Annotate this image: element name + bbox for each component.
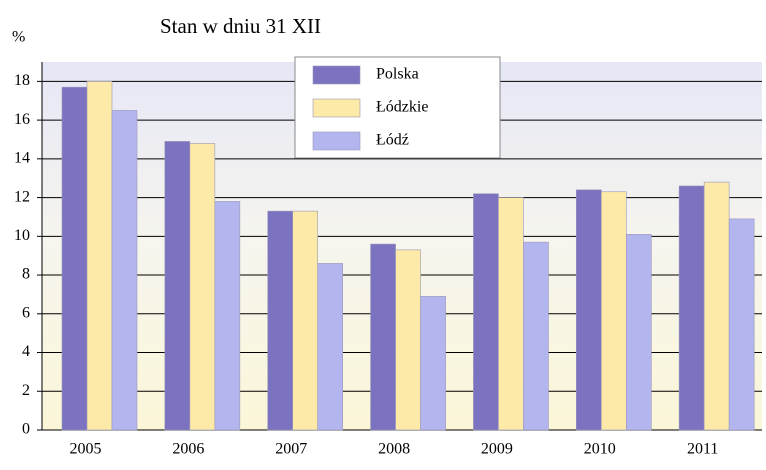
y-tick-label: 16	[14, 111, 30, 128]
bar	[523, 241, 549, 431]
y-tick-label: 14	[14, 150, 30, 167]
legend-label: Łódzkie	[376, 99, 428, 116]
bar	[317, 263, 344, 431]
bar	[292, 210, 319, 431]
chart-title: Stan w dniu 31 XII	[160, 14, 321, 38]
x-tick-label: 2011	[687, 441, 718, 458]
bar	[625, 234, 652, 431]
bar	[728, 218, 755, 431]
bar	[473, 193, 499, 431]
y-tick-label: 0	[22, 421, 30, 438]
bar	[498, 197, 524, 431]
y-tick-label: 18	[14, 72, 30, 89]
legend-label: Łódź	[376, 132, 409, 149]
legend-swatch	[312, 65, 361, 85]
y-tick-label: 2	[22, 382, 30, 399]
bar	[164, 141, 191, 431]
bar	[575, 189, 602, 431]
bar	[214, 201, 241, 431]
bar	[370, 243, 396, 431]
bar	[600, 191, 627, 431]
y-tick-label: 8	[22, 266, 30, 283]
legend-label: Polska	[376, 66, 419, 83]
bar	[86, 81, 113, 431]
y-tick-label: 6	[22, 304, 30, 321]
bar	[395, 249, 421, 431]
y-tick-label: 10	[14, 227, 30, 244]
bar	[678, 185, 705, 431]
bar	[267, 210, 294, 431]
x-tick-label: 2005	[70, 441, 102, 458]
bar	[703, 181, 730, 431]
x-tick-label: 2009	[481, 441, 513, 458]
bar	[111, 110, 138, 431]
x-tick-label: 2006	[172, 441, 204, 458]
bar	[420, 296, 446, 431]
y-tick-label: 12	[14, 188, 30, 205]
bar	[61, 86, 88, 431]
y-tick-label: 4	[22, 343, 30, 360]
x-tick-label: 2008	[378, 441, 410, 458]
legend-swatch	[312, 131, 361, 151]
bar	[189, 143, 216, 431]
y-axis-label: %	[12, 29, 25, 46]
legend-swatch	[312, 98, 361, 118]
x-tick-label: 2007	[275, 441, 307, 458]
x-tick-label: 2010	[584, 441, 616, 458]
